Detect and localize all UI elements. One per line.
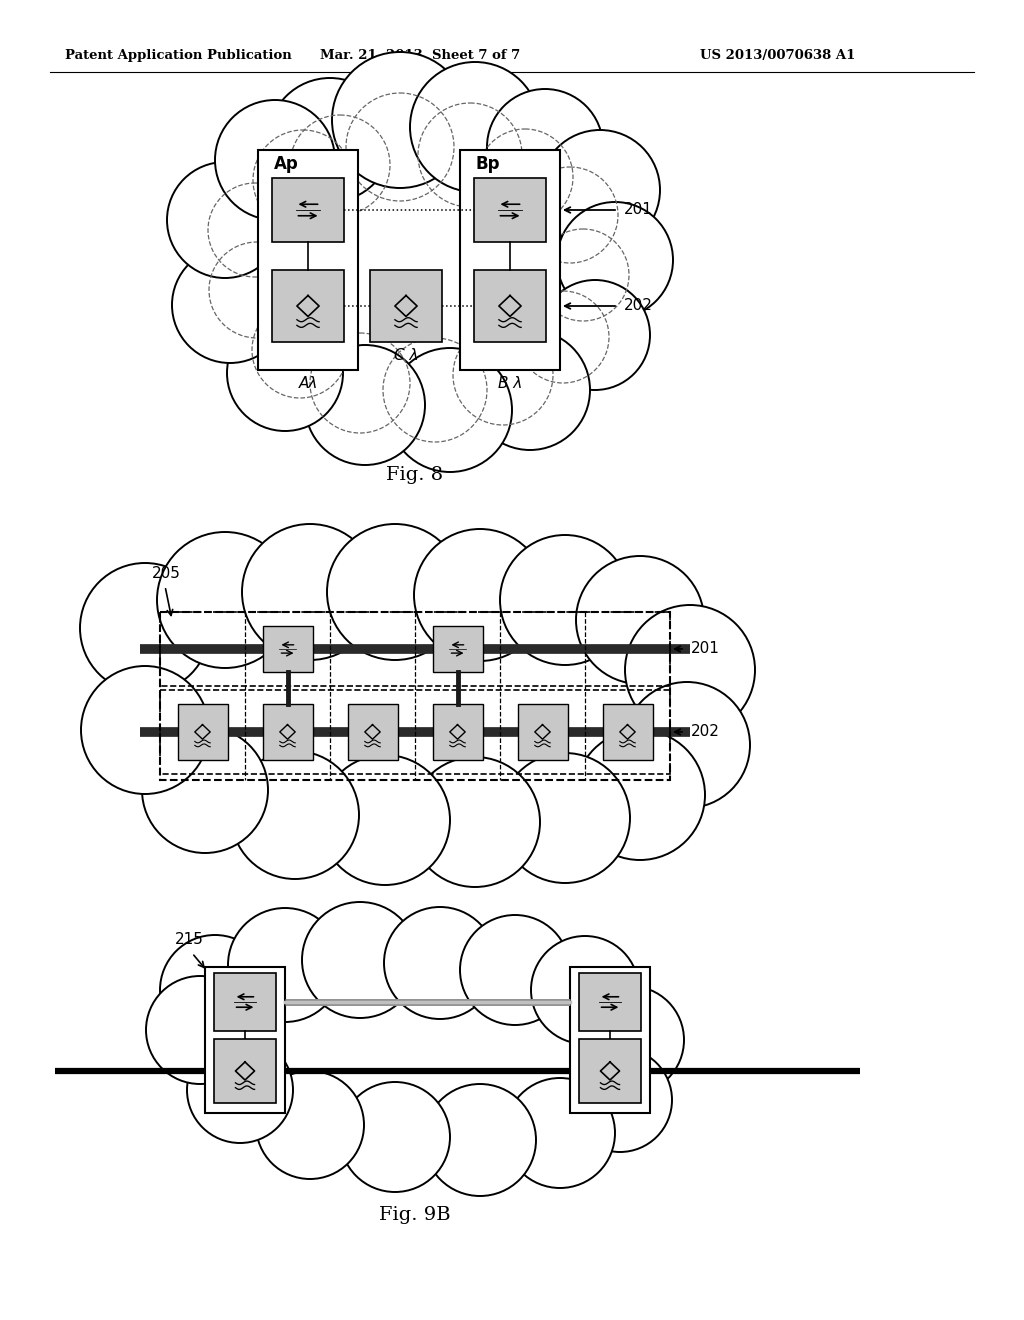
Bar [258, 150, 358, 370]
Text: Fig. 9B: Fig. 9B [379, 1206, 451, 1224]
Text: 202: 202 [691, 725, 720, 739]
Bar [517, 704, 567, 760]
Circle shape [410, 756, 540, 887]
Circle shape [268, 78, 392, 202]
Bar [347, 704, 397, 760]
Text: Patent Application Publication: Patent Application Publication [65, 49, 292, 62]
Circle shape [388, 348, 512, 473]
Circle shape [460, 915, 570, 1026]
Bar [177, 704, 227, 760]
Bar [602, 704, 652, 760]
Circle shape [500, 535, 630, 665]
Bar [214, 1039, 276, 1104]
Circle shape [142, 727, 268, 853]
Circle shape [470, 330, 590, 450]
Circle shape [332, 51, 468, 187]
Circle shape [575, 730, 705, 861]
Circle shape [215, 100, 335, 220]
Circle shape [624, 682, 750, 808]
Text: Ap: Ap [273, 154, 298, 173]
Circle shape [575, 986, 684, 1094]
Circle shape [146, 975, 254, 1084]
Circle shape [568, 1048, 672, 1152]
Bar [160, 612, 670, 686]
Circle shape [256, 1071, 364, 1179]
Bar [579, 1039, 641, 1104]
Ellipse shape [160, 587, 670, 812]
Text: Aλ: Aλ [298, 376, 317, 392]
Circle shape [231, 751, 359, 879]
Bar [214, 973, 276, 1031]
Text: Mar. 21, 2013  Sheet 7 of 7: Mar. 21, 2013 Sheet 7 of 7 [319, 49, 520, 62]
Circle shape [172, 247, 288, 363]
Circle shape [81, 667, 209, 795]
Circle shape [227, 315, 343, 432]
Circle shape [242, 524, 378, 660]
Ellipse shape [213, 954, 616, 1135]
Bar [160, 612, 670, 780]
Text: B λ: B λ [498, 376, 522, 392]
Text: 215: 215 [175, 932, 204, 948]
Circle shape [540, 280, 650, 389]
Circle shape [327, 524, 463, 660]
Circle shape [167, 162, 283, 279]
Circle shape [424, 1084, 536, 1196]
Text: 202: 202 [624, 298, 653, 314]
Bar [370, 271, 442, 342]
Circle shape [500, 752, 630, 883]
Bar [474, 271, 546, 342]
Bar [432, 704, 482, 760]
Circle shape [160, 935, 270, 1045]
Circle shape [384, 907, 496, 1019]
Circle shape [505, 1078, 615, 1188]
Bar [205, 968, 285, 1113]
Bar [570, 968, 650, 1113]
Circle shape [187, 1038, 293, 1143]
Text: 201: 201 [624, 202, 653, 218]
Text: Bp: Bp [476, 154, 501, 173]
Text: Fig. 8: Fig. 8 [386, 466, 443, 484]
Circle shape [340, 1082, 450, 1192]
Circle shape [319, 755, 450, 884]
Circle shape [414, 529, 546, 661]
Circle shape [302, 902, 418, 1018]
Circle shape [228, 908, 342, 1022]
Text: 201: 201 [691, 642, 720, 656]
Circle shape [575, 556, 705, 684]
Circle shape [410, 62, 540, 191]
Bar [262, 626, 312, 672]
Bar [262, 704, 312, 760]
Bar [432, 626, 482, 672]
Bar [579, 973, 641, 1031]
Bar [474, 178, 546, 242]
Text: US 2013/0070638 A1: US 2013/0070638 A1 [700, 49, 855, 62]
Ellipse shape [221, 145, 608, 425]
Circle shape [487, 88, 603, 205]
Bar [272, 178, 344, 242]
Circle shape [80, 564, 210, 693]
Bar [460, 150, 560, 370]
Circle shape [540, 129, 660, 249]
Circle shape [531, 936, 639, 1044]
Text: C λ: C λ [394, 348, 418, 363]
Circle shape [557, 202, 673, 318]
Text: 205: 205 [152, 565, 181, 581]
Bar [272, 271, 344, 342]
Circle shape [625, 605, 755, 735]
Circle shape [157, 532, 293, 668]
Circle shape [305, 345, 425, 465]
Bar [160, 690, 670, 774]
Text: Fig. 9A: Fig. 9A [379, 799, 451, 817]
